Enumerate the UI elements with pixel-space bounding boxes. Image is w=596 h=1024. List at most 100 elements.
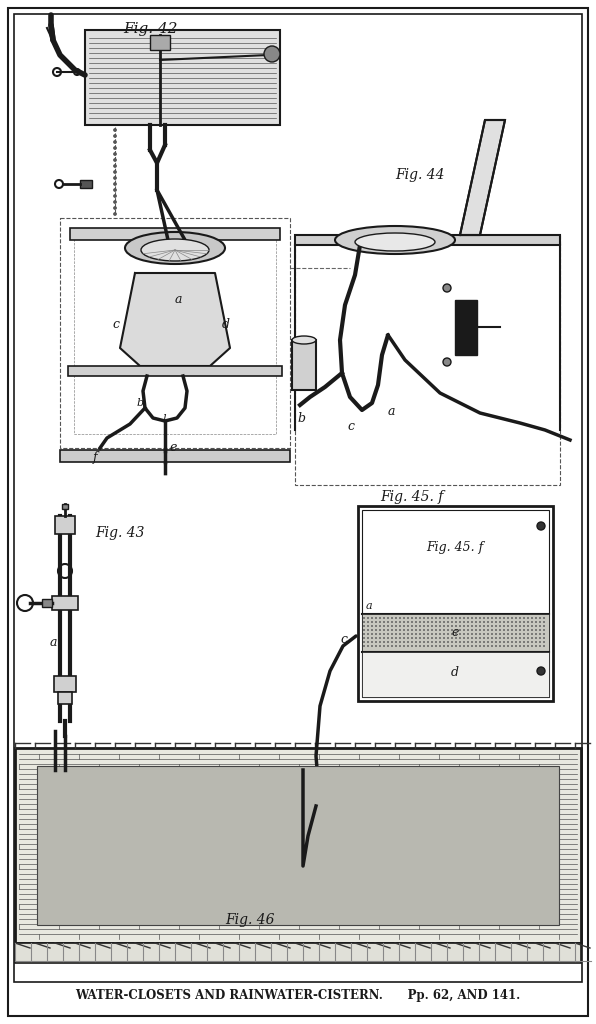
Circle shape (411, 637, 413, 639)
Bar (58, 692, 72, 705)
Circle shape (531, 629, 533, 631)
Circle shape (471, 645, 473, 647)
Circle shape (411, 633, 413, 635)
Circle shape (511, 645, 513, 647)
Circle shape (363, 633, 365, 635)
Bar (150, 35, 170, 50)
Circle shape (495, 633, 497, 635)
Bar (455, 300, 477, 355)
Circle shape (447, 629, 449, 631)
Circle shape (507, 625, 509, 627)
Circle shape (479, 641, 481, 643)
Circle shape (531, 637, 533, 639)
Circle shape (507, 637, 509, 639)
Circle shape (367, 645, 369, 647)
Circle shape (399, 621, 401, 623)
Circle shape (383, 621, 385, 623)
Circle shape (423, 633, 425, 635)
Circle shape (363, 621, 365, 623)
Circle shape (371, 641, 373, 643)
Circle shape (427, 629, 429, 631)
Circle shape (503, 637, 505, 639)
Circle shape (491, 625, 493, 627)
Circle shape (451, 621, 453, 623)
Circle shape (499, 641, 501, 643)
Circle shape (535, 629, 537, 631)
Circle shape (519, 629, 521, 631)
Circle shape (463, 641, 465, 643)
Circle shape (535, 633, 537, 635)
Circle shape (451, 633, 453, 635)
Ellipse shape (355, 233, 435, 251)
Circle shape (431, 625, 433, 627)
Circle shape (419, 633, 421, 635)
Polygon shape (460, 120, 505, 234)
Circle shape (407, 637, 409, 639)
Circle shape (491, 621, 493, 623)
Circle shape (507, 633, 509, 635)
Circle shape (451, 641, 453, 643)
Circle shape (113, 153, 116, 156)
Circle shape (113, 201, 116, 204)
Circle shape (455, 629, 457, 631)
Circle shape (447, 641, 449, 643)
Circle shape (495, 621, 497, 623)
Circle shape (375, 637, 377, 639)
Bar (358, 506, 553, 701)
Circle shape (415, 633, 417, 635)
Circle shape (523, 633, 525, 635)
Circle shape (264, 46, 280, 62)
Circle shape (495, 637, 497, 639)
Bar (15, 943, 581, 963)
Circle shape (443, 637, 445, 639)
Circle shape (483, 629, 485, 631)
Circle shape (379, 629, 381, 631)
Circle shape (543, 629, 545, 631)
Circle shape (531, 617, 533, 618)
Circle shape (499, 625, 501, 627)
Circle shape (435, 633, 437, 635)
Circle shape (483, 621, 485, 623)
Circle shape (415, 625, 417, 627)
Circle shape (523, 629, 525, 631)
Circle shape (499, 645, 501, 647)
Circle shape (543, 637, 545, 639)
Circle shape (459, 617, 461, 618)
Circle shape (543, 617, 545, 618)
Circle shape (113, 140, 116, 143)
Circle shape (535, 621, 537, 623)
Circle shape (391, 617, 393, 618)
Circle shape (371, 637, 373, 639)
Circle shape (395, 633, 397, 635)
Circle shape (483, 617, 485, 618)
Circle shape (535, 617, 537, 618)
Circle shape (471, 637, 473, 639)
Circle shape (539, 617, 541, 618)
Circle shape (399, 633, 401, 635)
Circle shape (511, 629, 513, 631)
Circle shape (487, 645, 489, 647)
Circle shape (363, 625, 365, 627)
Text: l: l (163, 414, 166, 424)
Circle shape (459, 629, 461, 631)
Circle shape (403, 625, 405, 627)
Circle shape (391, 641, 393, 643)
Circle shape (395, 617, 397, 618)
Circle shape (443, 358, 451, 366)
Circle shape (495, 617, 497, 618)
Circle shape (379, 633, 381, 635)
Circle shape (439, 625, 441, 627)
Circle shape (519, 625, 521, 627)
Circle shape (387, 625, 389, 627)
Circle shape (395, 625, 397, 627)
Bar (55, 516, 75, 534)
Circle shape (511, 625, 513, 627)
Text: e: e (451, 626, 459, 639)
Circle shape (519, 617, 521, 618)
Circle shape (467, 617, 469, 618)
Circle shape (531, 633, 533, 635)
Circle shape (439, 629, 441, 631)
Circle shape (499, 637, 501, 639)
Circle shape (531, 645, 533, 647)
Bar (85, 30, 280, 125)
